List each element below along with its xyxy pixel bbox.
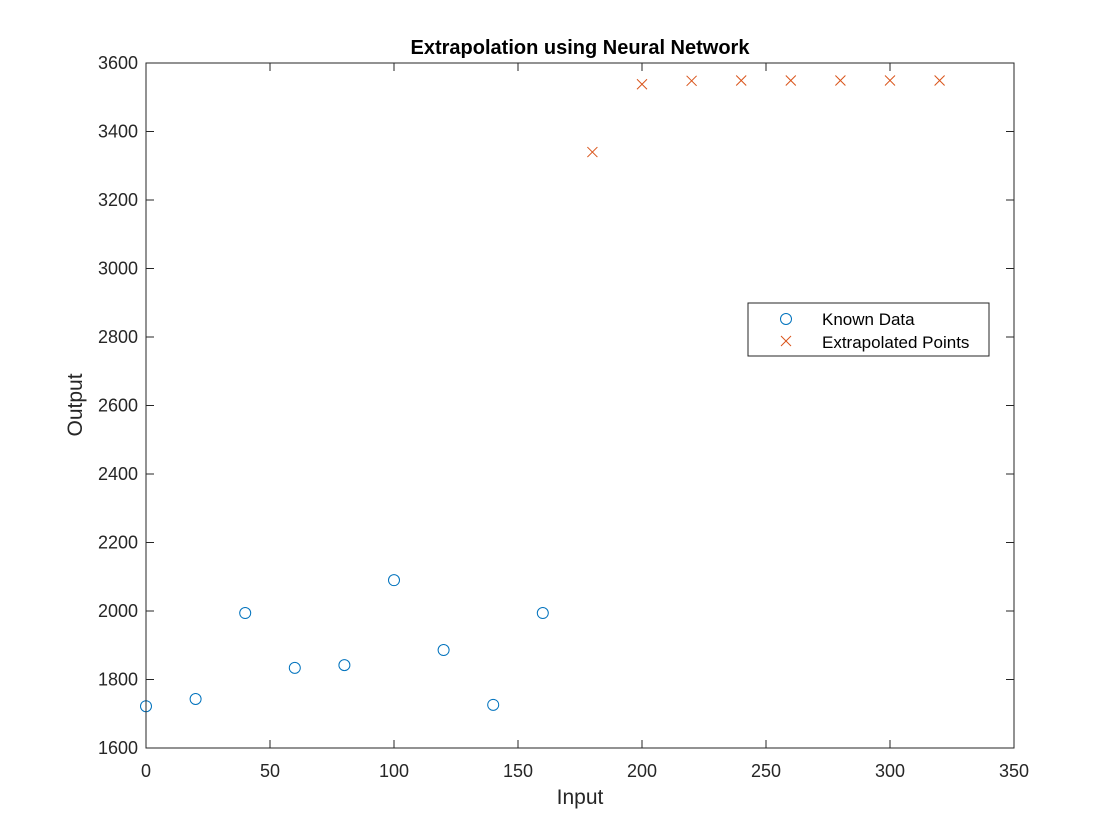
x-tick-label: 0 [141,761,151,781]
known-data-point [388,574,400,587]
x-tick-label: 200 [627,761,657,781]
extrapolated-point [835,75,846,86]
x-axis-ticks: 0 50 100 150 200 250 300 350 [141,63,1029,781]
known-data-point [487,698,500,711]
legend-label-known-data: Known Data [822,310,915,329]
y-tick-label: 2200 [98,533,138,553]
chart-title: Extrapolation using Neural Network [411,37,751,59]
legend: Known Data Extrapolated Points [747,302,990,357]
x-tick-label: 150 [503,761,533,781]
extrapolated-point [785,75,797,86]
known-data-point [189,693,202,706]
known-data-point [536,607,549,620]
y-tick-label: 2800 [98,327,138,347]
y-tick-label: 2600 [98,396,138,416]
extrapolated-point [735,75,747,86]
y-tick-label: 3400 [98,122,138,142]
x-tick-label: 350 [999,761,1029,781]
x-tick-label: 50 [260,761,280,781]
extrapolated-point [686,75,697,87]
extrapolated-point [884,75,896,86]
extrapolated-point [934,75,945,86]
known-data-point [288,661,301,674]
known-data-point [437,644,450,657]
y-tick-label: 2400 [98,464,138,484]
legend-box [747,302,990,357]
known-data-point [338,659,351,672]
legend-marker-known-data [780,313,792,325]
y-tick-label: 1800 [98,670,138,690]
plot-markers [140,75,945,713]
legend-label-extrapolated-points: Extrapolated Points [822,333,969,352]
axes-box [145,62,1015,749]
y-tick-label: 3200 [98,190,138,210]
y-axis-label: Output [64,373,87,436]
y-tick-label: 3600 [98,53,138,73]
extrapolated-point [636,78,648,90]
y-axis-ticks: 1600 1800 2000 2200 2400 2600 2800 3000 3200 3400… [98,53,1014,758]
y-tick-label: 1600 [98,738,138,758]
x-tick-label: 300 [875,761,905,781]
x-axis-label: Input [557,786,604,809]
x-tick-label: 100 [379,761,409,781]
x-tick-label: 250 [751,761,781,781]
extrapolated-point [587,146,598,158]
known-data-point [239,607,252,620]
axes-background [146,63,1014,748]
legend-marker-extrapolated-points [780,335,792,347]
y-tick-label: 3000 [98,259,138,279]
y-tick-label: 2000 [98,601,138,621]
